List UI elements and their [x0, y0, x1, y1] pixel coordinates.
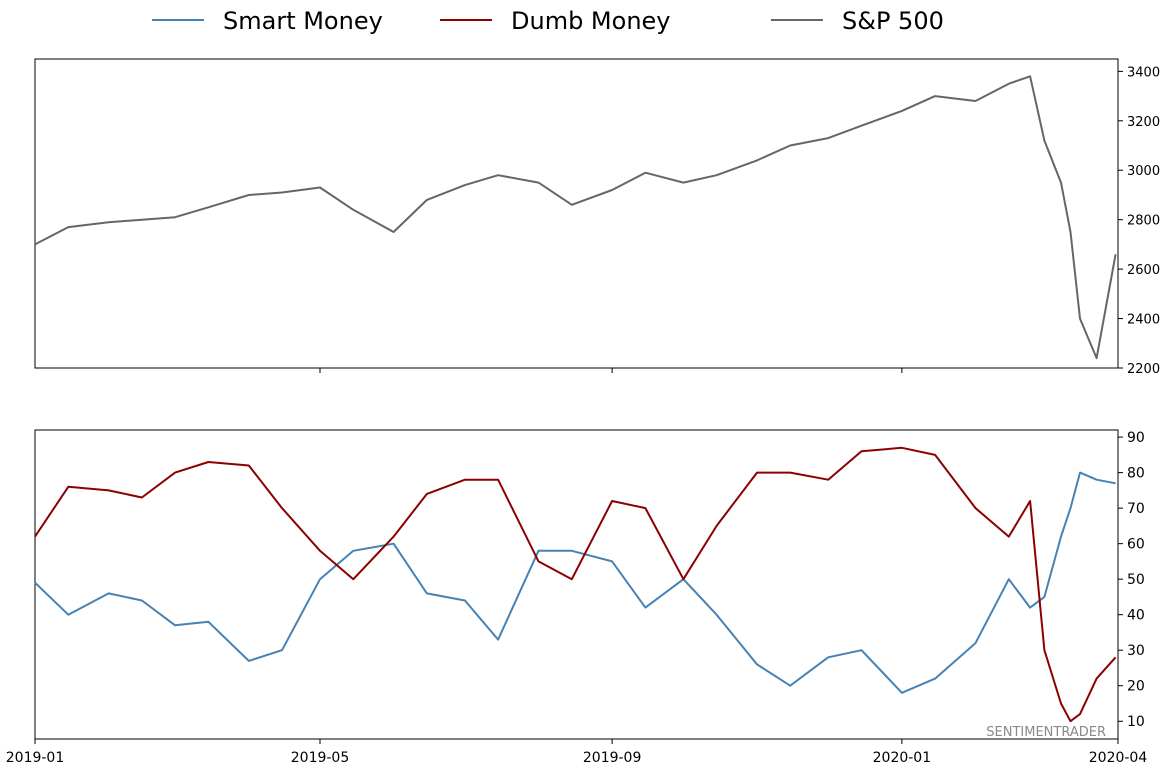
sentiment-y-axis: 10 20 30 40 50 60 70 80 90: [1118, 430, 1145, 730]
bottom-ytick-label-7: 80: [1127, 466, 1145, 482]
series-line-s-p-500: [34, 75, 1117, 360]
bottom-ytick-label-8: 90: [1127, 430, 1145, 446]
top-ytick-label-1: 2400: [1127, 313, 1160, 328]
watermark: SENTIMENTRADER: [986, 725, 1106, 740]
sentiment-panel: 10 20 30 40 50 60 70 80 90 2019-01 2019-05 2019-09…: [6, 429, 1148, 766]
bottom-ytick-label-4: 50: [1127, 572, 1145, 588]
top-ytick-label-4: 3000: [1127, 164, 1160, 179]
bottom-ytick-label-0: 10: [1127, 714, 1145, 730]
legend-label-1: Dumb Money: [511, 7, 671, 35]
bottom-ytick-label-1: 20: [1127, 679, 1145, 695]
sp500-y-axis: 2200 2400 2600 2800 3000 3200 3400: [1118, 65, 1160, 377]
bottom-ytick-label-2: 30: [1127, 643, 1145, 659]
legend-label-0: Smart Money: [223, 7, 383, 35]
bottom-xtick-label-3: 2020-01: [873, 750, 932, 766]
top-ytick-label-3: 2800: [1127, 214, 1160, 229]
bottom-ytick-label-5: 60: [1127, 537, 1145, 553]
top-ytick-label-0: 2200: [1127, 362, 1160, 377]
bottom-ytick-label-3: 40: [1127, 608, 1145, 624]
bottom-xtick-label-0: 2019-01: [6, 750, 65, 766]
series-line-smart-money: [34, 471, 1116, 694]
bottom-xtick-label-4: 2020-04: [1089, 750, 1148, 766]
legend: Smart Money Dumb Money S&P 500: [152, 7, 944, 35]
bottom-xtick-label-1: 2019-05: [291, 750, 350, 766]
legend-label-2: S&P 500: [842, 7, 944, 35]
sp500-x-axis: [319, 368, 903, 373]
top-ytick-label-6: 3400: [1127, 65, 1160, 80]
sp500-series-group: [34, 75, 1117, 360]
sp500-panel-frame: [34, 58, 1119, 369]
sentiment-panel-frame: [34, 429, 1119, 740]
sentiment-series-group: [34, 446, 1117, 723]
sentiment-x-axis: 2019-01 2019-05 2019-09 2020-01 2020-04: [6, 739, 1148, 766]
bottom-xtick-label-2: 2019-09: [583, 750, 642, 766]
bottom-ytick-label-6: 70: [1127, 501, 1145, 517]
series-line-dumb-money: [34, 446, 1117, 723]
top-ytick-label-2: 2600: [1127, 263, 1160, 278]
sp500-panel: 2200 2400 2600 2800 3000 3200 3400: [34, 58, 1160, 377]
top-ytick-label-5: 3200: [1127, 115, 1160, 130]
